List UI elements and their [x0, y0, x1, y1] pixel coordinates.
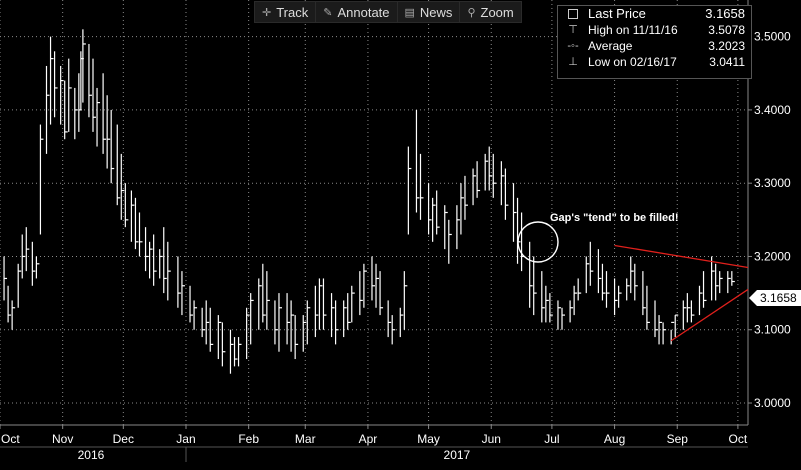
average-marker-icon: -◦-	[567, 40, 579, 52]
pencil-icon: ✎	[323, 6, 333, 19]
x-tick-label: Oct	[1, 432, 20, 446]
x-tick-label: Aug	[604, 432, 625, 446]
crosshair-icon: ✛	[262, 6, 272, 19]
price-bars	[3, 29, 735, 374]
zoom-button[interactable]: ⚲ Zoom	[460, 2, 520, 22]
x-tick-label: Jun	[482, 432, 501, 446]
low-marker-icon: ⊥	[568, 56, 578, 68]
legend-box: Last Price 3.1658 ⊤ High on 11/11/16 3.5…	[557, 5, 752, 79]
magnifier-icon: ⚲	[467, 6, 476, 19]
y-tick-label: 3.5000	[754, 30, 791, 44]
year-label: 2017	[444, 448, 471, 462]
legend-row-average: -◦- Average 3.2023	[558, 38, 751, 54]
x-axis-ticks: Oct Nov Dec Jan Feb Mar Apr May Jun Jul Aug Sep Oct 2…	[0, 425, 748, 462]
y-tick-label: 3.4000	[754, 103, 791, 117]
track-label: Track	[276, 4, 309, 20]
annotate-label: Annotate	[337, 4, 390, 20]
legend-value: 3.1658	[705, 6, 745, 21]
chart-toolbar: ✛ Track ✎ Annotate ▤ News ⚲ Zoom	[254, 1, 522, 23]
x-tick-label: May	[417, 432, 440, 446]
y-tick-label: 3.0000	[754, 396, 791, 410]
track-button[interactable]: ✛ Track	[255, 2, 317, 22]
legend-label: Average	[588, 39, 633, 53]
trendlines	[614, 244, 749, 342]
last-price-tag: 3.1658	[749, 290, 801, 306]
legend-row-last-price: Last Price 3.1658	[558, 6, 751, 22]
gap-annotation: Gap's "tend" to be filled!	[550, 212, 679, 224]
y-tick-label: 3.1000	[754, 323, 791, 337]
gap-circle	[517, 221, 559, 263]
last-price-tag-label: 3.1658	[760, 291, 797, 305]
legend-value: 3.2023	[708, 39, 745, 53]
x-tick-label: Jul	[544, 432, 559, 446]
x-tick-label: Oct	[729, 432, 748, 446]
legend-label: High on 11/11/16	[588, 23, 678, 37]
y-tick-label: 3.3000	[754, 176, 791, 190]
legend-row-high: ⊤ High on 11/11/16 3.5078	[558, 22, 751, 38]
news-button[interactable]: ▤ News	[398, 2, 461, 22]
year-label: 2016	[78, 448, 105, 462]
x-tick-label: Jan	[176, 432, 195, 446]
x-tick-label: Feb	[238, 432, 259, 446]
news-icon: ▤	[404, 6, 415, 19]
zoom-label: Zoom	[480, 4, 514, 20]
checkbox-icon[interactable]	[568, 9, 578, 19]
legend-row-low: ⊥ Low on 02/16/17 3.0411	[558, 54, 751, 70]
legend-value: 3.5078	[708, 23, 745, 37]
legend-label: Low on 02/16/17	[588, 55, 677, 69]
x-tick-label: Sep	[667, 432, 689, 446]
x-tick-label: Mar	[295, 432, 316, 446]
high-marker-icon: ⊤	[568, 24, 578, 36]
legend-value: 3.0411	[709, 55, 745, 69]
legend-label: Last Price	[588, 6, 646, 21]
news-label: News	[419, 4, 453, 20]
x-tick-label: Dec	[113, 432, 134, 446]
x-tick-label: Apr	[359, 432, 378, 446]
trendline	[614, 244, 749, 269]
x-tick-label: Nov	[52, 432, 73, 446]
y-axis-ticks: 3.5000 3.4000 3.3000 3.2000 3.1000 3.0000	[748, 30, 791, 410]
annotate-button[interactable]: ✎ Annotate	[316, 2, 398, 22]
y-tick-label: 3.2000	[754, 249, 791, 263]
trendline	[670, 288, 749, 342]
last-price-marker	[749, 290, 801, 306]
